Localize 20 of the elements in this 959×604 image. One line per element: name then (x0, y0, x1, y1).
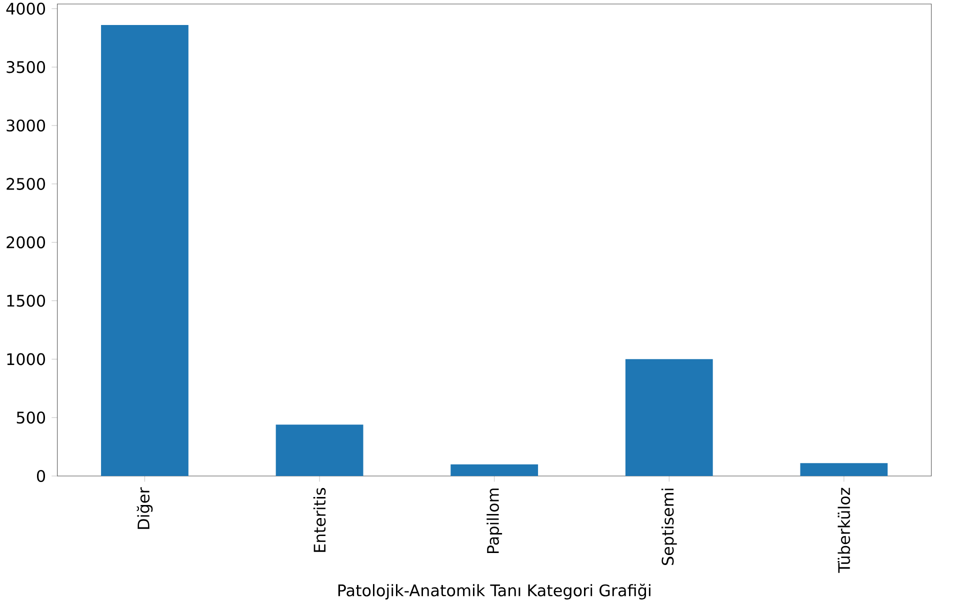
bar (101, 25, 188, 476)
y-tick-label: 0 (36, 470, 46, 482)
bar (450, 464, 538, 476)
bar (625, 359, 713, 476)
y-tick-label: 2000 (6, 236, 46, 248)
x-tick-label: Papillom (486, 488, 502, 554)
y-tick-label: 3500 (6, 61, 46, 74)
y-tick-label: 1500 (7, 294, 46, 307)
y-tick-label: 1000 (7, 353, 46, 366)
x-tick-label: Enteritis (313, 488, 326, 552)
x-tick-label: Septisemi (661, 488, 677, 565)
x-tick-label: Diğer (136, 487, 153, 529)
x-tick-label: Tüberküloz (838, 488, 850, 573)
bar (800, 463, 888, 476)
y-tick-label: 4000 (6, 2, 46, 15)
x-axis-title: Patolojik-Anatomik Tanı Kategori Grafiği (338, 584, 650, 600)
y-tick-label: 500 (16, 412, 46, 424)
y-tick-label: 2500 (6, 178, 46, 190)
y-tick-label: 3000 (6, 119, 46, 132)
bar (276, 424, 364, 476)
